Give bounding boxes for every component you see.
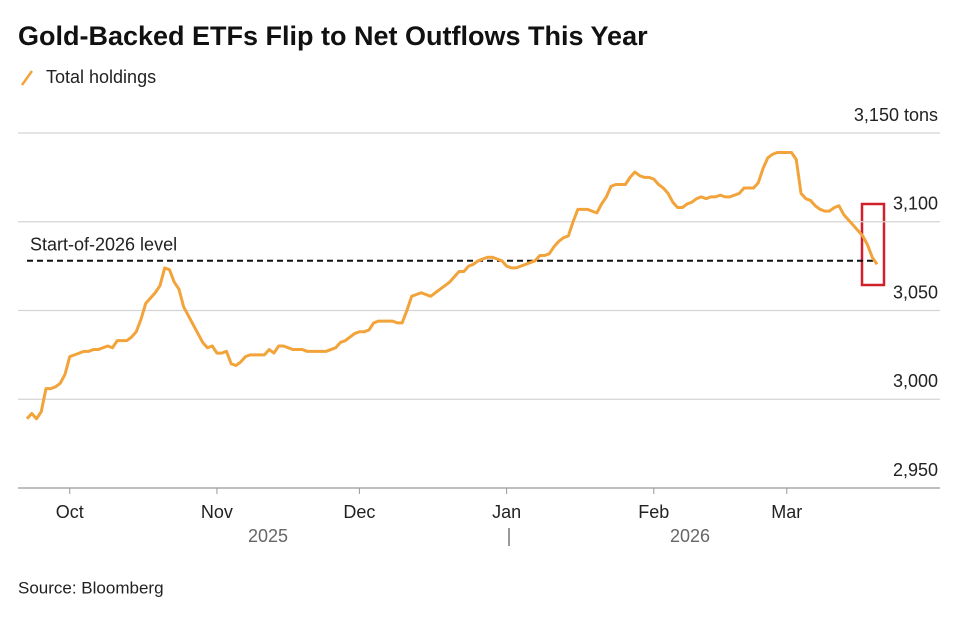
year-label: 2026 — [670, 526, 710, 546]
legend-label: Total holdings — [46, 67, 156, 87]
data-line — [25, 151, 879, 421]
x-tick-label: Nov — [201, 502, 233, 522]
legend-swatch — [20, 70, 34, 86]
y-tick-label: 3,000 — [893, 371, 938, 391]
y-tick-label: 2,950 — [893, 460, 938, 480]
x-tick-label: Jan — [492, 502, 521, 522]
x-tick-label: Dec — [343, 502, 375, 522]
y-tick-label: 3,050 — [893, 282, 938, 302]
highlight-box — [860, 202, 886, 287]
y-tick-label: 3,150 tons — [854, 105, 938, 125]
year-label: 2025 — [248, 526, 288, 546]
x-tick-label: Oct — [56, 502, 84, 522]
reference-label: Start-of-2026 level — [30, 235, 177, 255]
x-tick-label: Mar — [771, 502, 802, 522]
x-tick-label: Feb — [638, 502, 669, 522]
y-tick-label: 3,100 — [893, 194, 938, 214]
chart-title: Gold-Backed ETFs Flip to Net Outflows Th… — [18, 21, 648, 51]
source: Source: Bloomberg — [18, 578, 164, 597]
